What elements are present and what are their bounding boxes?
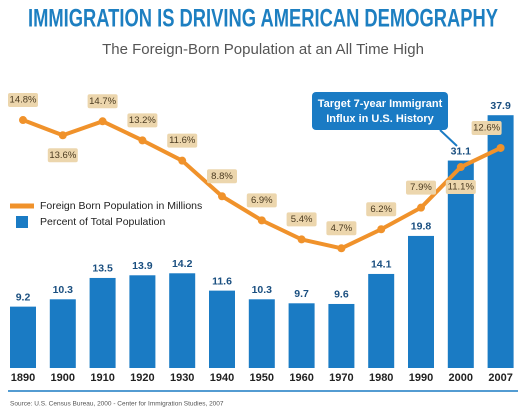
bar bbox=[10, 306, 36, 368]
x-tick-label: 2007 bbox=[488, 372, 512, 384]
line-point bbox=[218, 192, 226, 201]
value-label-box bbox=[87, 94, 118, 109]
bar bbox=[328, 303, 355, 368]
bar-value-label: 31.1 bbox=[451, 145, 472, 157]
x-tick-label: 2000 bbox=[449, 372, 473, 384]
bar-value-label: 9.2 bbox=[16, 291, 31, 303]
line-value-label: 11.6% bbox=[169, 135, 196, 146]
x-tick-label: 1970 bbox=[329, 372, 353, 384]
value-label-box bbox=[127, 113, 158, 128]
bar-value-label: 19.8 bbox=[411, 221, 432, 233]
bar bbox=[368, 273, 395, 368]
line-value-label: 6.9% bbox=[251, 195, 273, 206]
bar-value-label: 14.2 bbox=[172, 258, 193, 270]
value-label-box bbox=[207, 169, 237, 184]
bar-value-label: 10.3 bbox=[53, 284, 74, 296]
bar bbox=[89, 277, 116, 368]
value-label-box bbox=[406, 180, 436, 195]
line-value-label: 13.6% bbox=[49, 150, 76, 161]
value-label-box bbox=[445, 180, 476, 195]
line-point bbox=[257, 216, 266, 225]
line-point bbox=[337, 244, 346, 253]
bar bbox=[129, 275, 156, 368]
line-value-label: 8.8% bbox=[211, 171, 233, 182]
annotation: Target 7-year Immigrant bbox=[318, 98, 443, 110]
bar bbox=[169, 273, 196, 368]
line-point bbox=[19, 116, 27, 125]
line-point bbox=[496, 143, 505, 152]
source: Source: U.S. Census Bureau, 2000 - Cente… bbox=[10, 401, 224, 408]
bar bbox=[447, 160, 474, 368]
line-point bbox=[377, 225, 386, 234]
line-value-label: 12.6% bbox=[473, 122, 500, 133]
value-label-box bbox=[47, 148, 78, 163]
line-value-label: 14.8% bbox=[10, 95, 37, 106]
bar-value-label: 11.6 bbox=[212, 275, 232, 287]
line-point bbox=[417, 203, 425, 212]
annotation: Influx in U.S. History bbox=[326, 113, 434, 125]
bar bbox=[248, 299, 275, 368]
line-point bbox=[297, 235, 306, 244]
bar bbox=[209, 290, 235, 368]
bar bbox=[288, 303, 315, 368]
line-value-label: 7.9% bbox=[410, 182, 432, 193]
x-tick-label: 1910 bbox=[90, 372, 114, 384]
bar-value-label: 14.1 bbox=[371, 259, 392, 271]
x-tick-label: 1920 bbox=[130, 372, 154, 384]
bar bbox=[408, 235, 434, 368]
bar-value-label: 9.6 bbox=[334, 289, 349, 301]
bar bbox=[49, 299, 76, 368]
annotation-box bbox=[312, 92, 448, 130]
x-tick-label: 1900 bbox=[51, 372, 75, 384]
line-point bbox=[138, 136, 147, 145]
x-tick-label: 1930 bbox=[170, 372, 194, 384]
legend-swatch bbox=[16, 216, 28, 228]
line-value-label: 6.2% bbox=[370, 204, 392, 215]
bar-value-label: 10.3 bbox=[252, 284, 273, 296]
legend-label: Foreign Born Population in Millions bbox=[40, 200, 202, 212]
bar-value-label: 13.9 bbox=[132, 260, 153, 272]
line-value-label: 14.7% bbox=[89, 96, 116, 107]
value-label-box bbox=[326, 221, 357, 236]
bar-value-label: 9.7 bbox=[294, 288, 309, 300]
x-tick-label: 1960 bbox=[289, 372, 313, 384]
value-label-box bbox=[471, 120, 502, 135]
bar-value-label: 37.9 bbox=[490, 100, 511, 112]
x-tick-label: 1990 bbox=[409, 372, 433, 384]
bar-value-label: 13.5 bbox=[92, 263, 113, 275]
chart-title: IMMIGRATION IS DRIVING AMERICAN DEMOGRAP… bbox=[28, 5, 498, 33]
value-label-box bbox=[366, 202, 397, 217]
bar bbox=[487, 115, 514, 368]
value-label-box bbox=[167, 133, 198, 148]
x-tick-label: 1950 bbox=[250, 372, 274, 384]
x-tick-label: 1890 bbox=[11, 372, 35, 384]
line-point bbox=[58, 131, 67, 140]
annotation-pointer bbox=[439, 129, 458, 147]
x-tick-label: 1980 bbox=[369, 372, 393, 384]
line-value-label: 11.1% bbox=[448, 182, 475, 193]
line-value-label: 4.7% bbox=[331, 223, 353, 234]
line-value-label: 5.4% bbox=[291, 214, 313, 225]
value-label-box bbox=[246, 193, 277, 208]
legend-label: Percent of Total Population bbox=[40, 216, 165, 228]
value-label-box bbox=[286, 212, 317, 227]
value-label-box bbox=[8, 93, 38, 108]
x-tick-label: 1940 bbox=[210, 372, 234, 384]
line-point bbox=[178, 156, 187, 165]
line-point bbox=[98, 117, 107, 126]
line-point bbox=[456, 163, 465, 172]
chart-subtitle: The Foreign-Born Population at an All Ti… bbox=[102, 41, 424, 58]
line-value-label: 13.2% bbox=[129, 115, 156, 126]
